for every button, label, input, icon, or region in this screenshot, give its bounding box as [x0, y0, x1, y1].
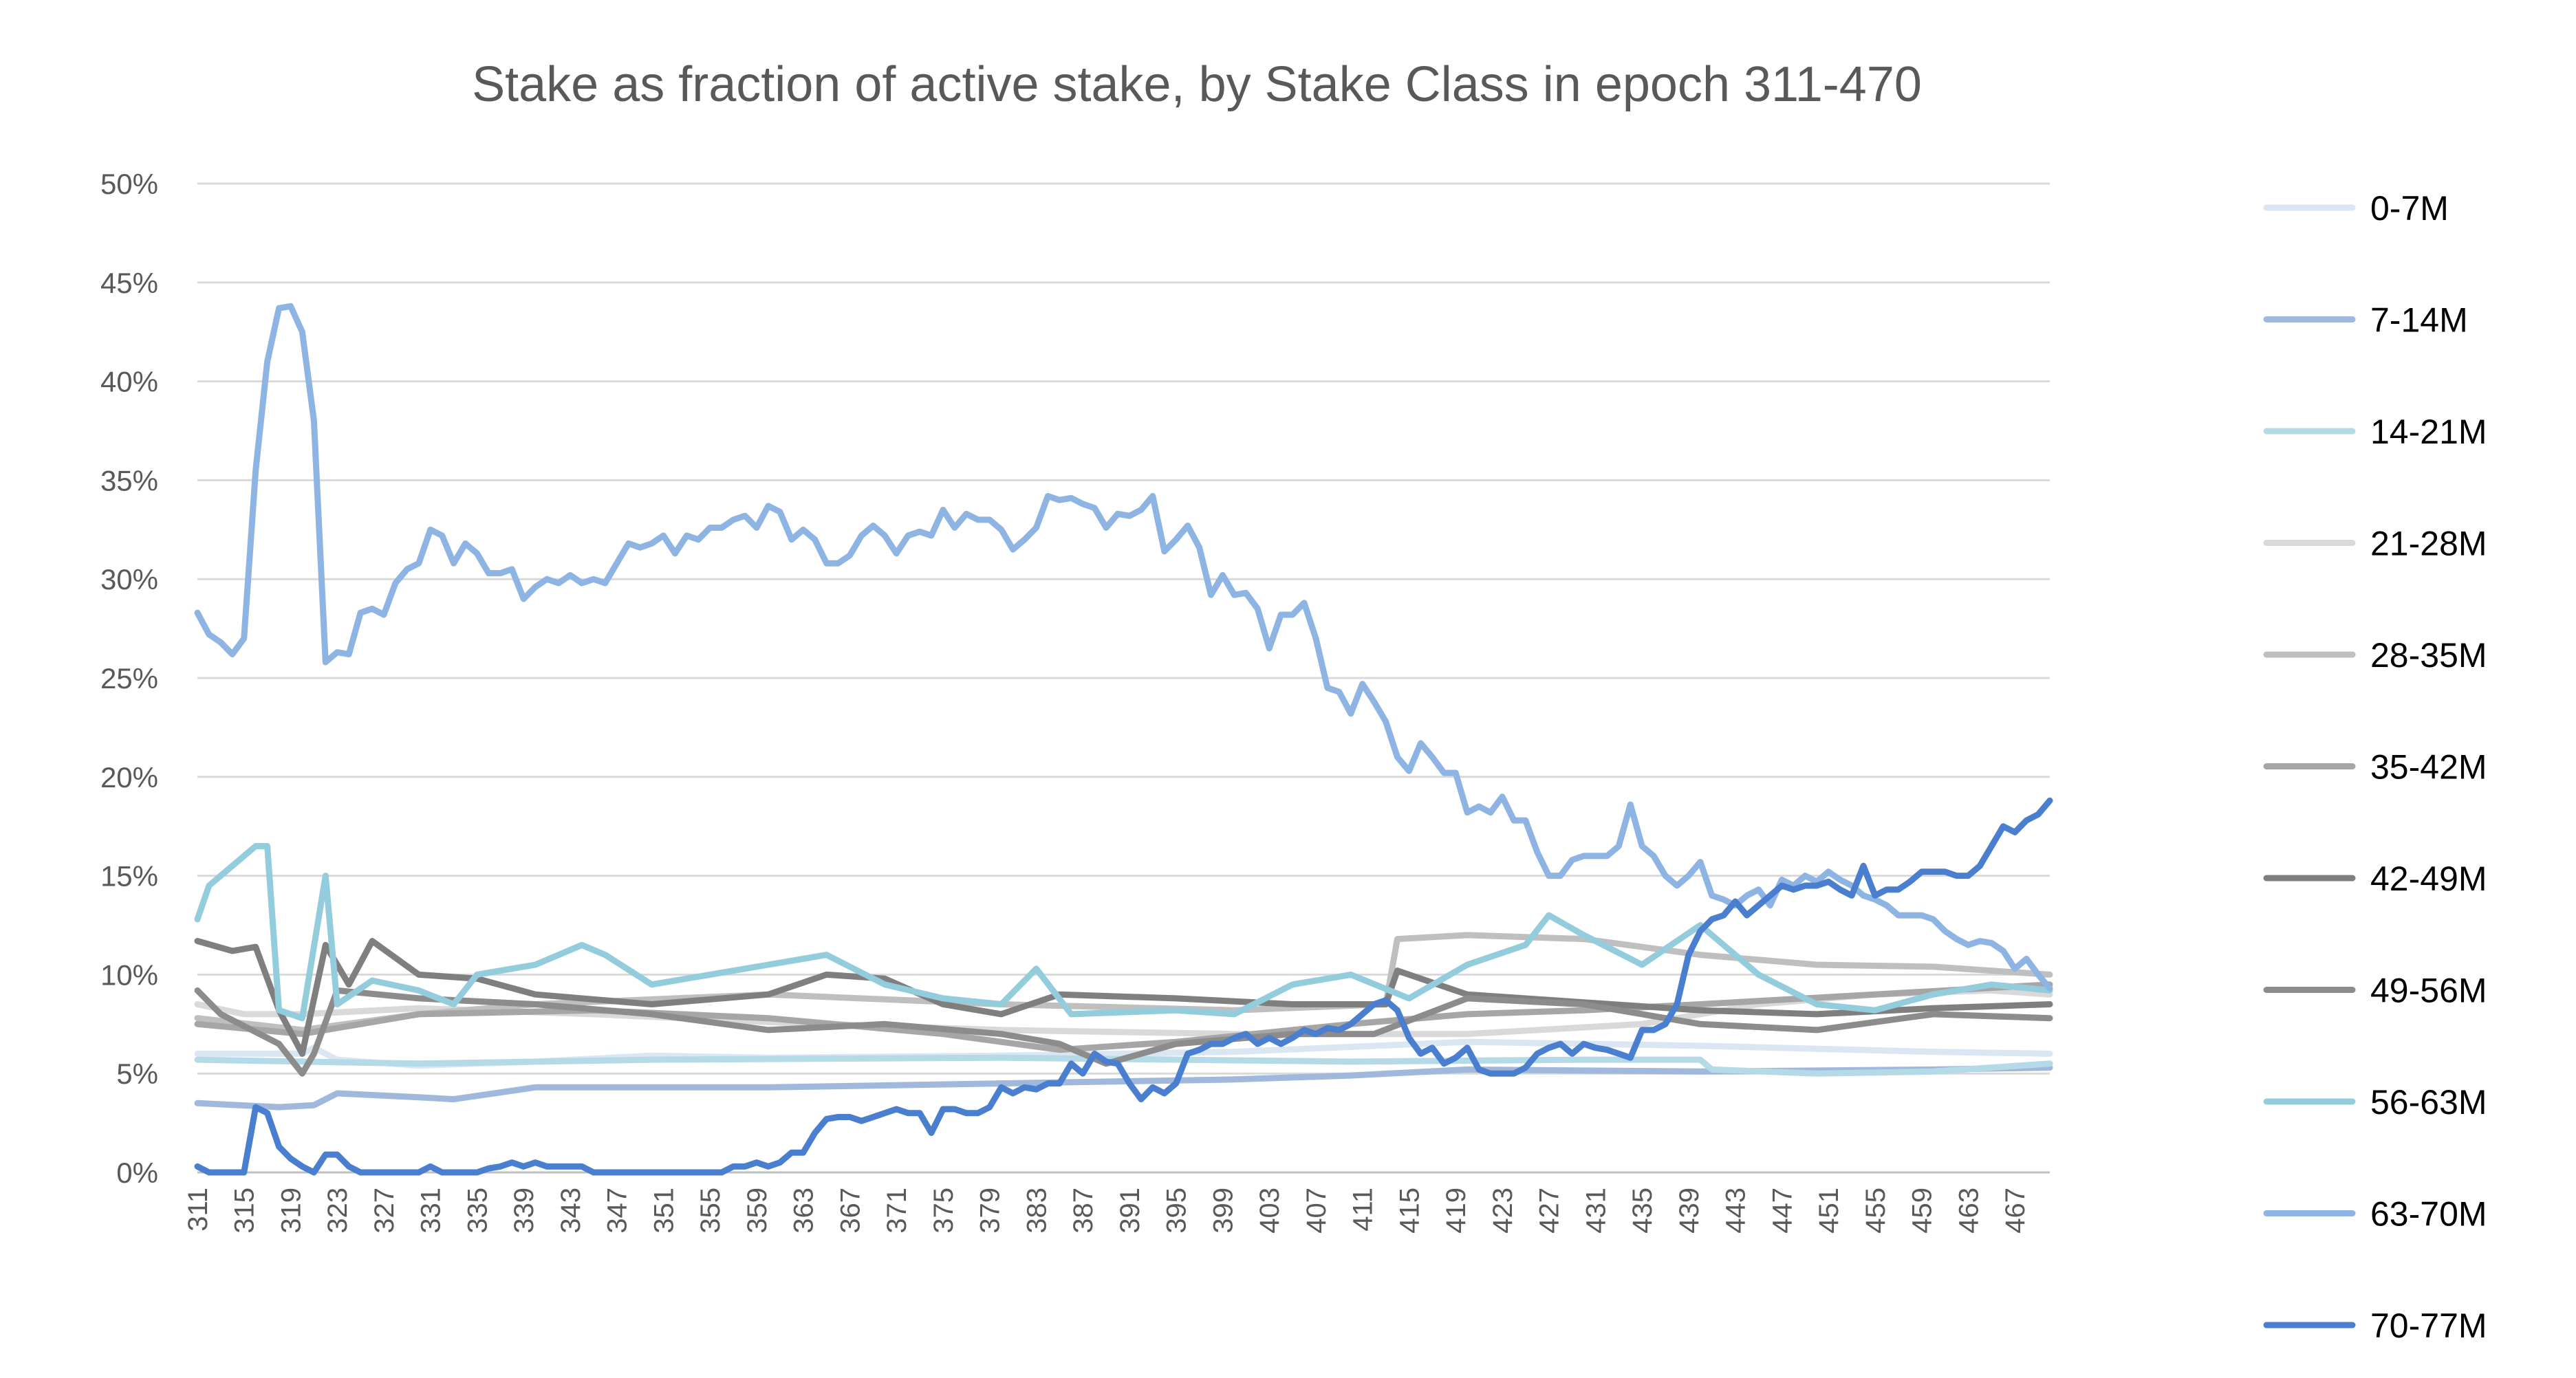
x-tick-label: 375 [929, 1188, 959, 1234]
series-line-7-14M [194, 1064, 2053, 1111]
x-tick-label: 467 [2000, 1188, 2031, 1234]
x-tick-label: 459 [1907, 1188, 1938, 1234]
x-tick-label: 427 [1535, 1188, 1565, 1234]
series-line-14-21M [194, 1054, 2053, 1077]
x-tick-label: 383 [1021, 1188, 1052, 1234]
x-tick-label: 431 [1581, 1188, 1611, 1234]
y-tick-label: 30% [100, 563, 158, 595]
y-tick-label: 35% [100, 464, 158, 496]
x-tick-label: 463 [1953, 1188, 1984, 1234]
series-line-49-56M [194, 987, 2053, 1077]
x-tick-label: 323 [323, 1188, 353, 1234]
y-tick-label: 0% [116, 1157, 158, 1189]
legend-label: 56-63M [2370, 1083, 2487, 1122]
series-line-63-70M [194, 303, 2053, 992]
legend-label: 35-42M [2370, 748, 2487, 787]
legend-label: 14-21M [2370, 413, 2487, 451]
chart-title: Stake as fraction of active stake, by St… [472, 57, 1922, 112]
series-line-56-63M [194, 843, 2053, 1022]
x-tick-label: 315 [230, 1188, 260, 1234]
x-tick-label: 395 [1162, 1188, 1192, 1234]
x-tick-label: 407 [1301, 1188, 1332, 1234]
gridlines [197, 182, 2050, 1174]
x-tick-label: 335 [462, 1188, 493, 1234]
legend-label: 42-49M [2370, 860, 2487, 898]
x-tick-label: 319 [276, 1188, 306, 1234]
x-tick-label: 379 [975, 1188, 1006, 1234]
y-tick-label: 5% [116, 1058, 158, 1090]
x-tick-label: 339 [509, 1188, 539, 1234]
x-tick-label: 387 [1068, 1188, 1098, 1234]
x-tick-label: 343 [556, 1188, 586, 1234]
x-tick-label: 391 [1115, 1188, 1145, 1234]
y-tick-label: 40% [100, 366, 158, 398]
x-tick-label: 411 [1348, 1188, 1378, 1232]
y-tick-label: 10% [100, 959, 158, 991]
x-tick-label: 455 [1861, 1188, 1891, 1234]
x-tick-label: 351 [649, 1188, 679, 1234]
legend-label: 49-56M [2370, 972, 2487, 1010]
legend-label: 63-70M [2370, 1195, 2487, 1234]
x-tick-label: 419 [1441, 1188, 1471, 1234]
legend-label: 70-77M [2370, 1306, 2487, 1345]
y-tick-label: 25% [100, 662, 158, 695]
legend-label: 21-28M [2370, 525, 2487, 563]
x-tick-label: 367 [835, 1188, 865, 1234]
series-lines [194, 303, 2053, 1176]
y-tick-label: 15% [100, 860, 158, 893]
y-tick-label: 45% [100, 267, 158, 299]
legend-label: 0-7M [2370, 189, 2449, 228]
x-tick-label: 451 [1814, 1188, 1844, 1234]
axes: 0% 5% 10% 15% 20% 25% 30% 35% 40% 45% 50% 311 315 319… [100, 168, 2031, 1234]
x-tick-label: 403 [1255, 1188, 1285, 1234]
x-tick-label: 399 [1208, 1188, 1238, 1234]
legend-label: 7-14M [2370, 301, 2468, 340]
x-tick-label: 443 [1721, 1188, 1751, 1234]
x-tick-label: 327 [369, 1188, 400, 1234]
x-tick-label: 311 [183, 1188, 213, 1232]
x-tick-label: 347 [603, 1188, 633, 1234]
y-tick-label: 20% [100, 761, 158, 794]
x-tick-label: 447 [1767, 1188, 1797, 1234]
x-tick-label: 415 [1394, 1188, 1425, 1234]
x-tick-label: 435 [1627, 1188, 1658, 1234]
legend: 0-7M 7-14M 14-21M 21-28M 28-35M 35-42M 42-49M 4… [2263, 189, 2487, 1345]
x-tick-label: 371 [882, 1188, 912, 1234]
x-tick-label: 363 [789, 1188, 819, 1234]
series-line-70-77M [194, 797, 2053, 1176]
legend-label: 28-35M [2370, 636, 2487, 675]
x-tick-label: 423 [1488, 1188, 1518, 1234]
x-tick-label: 331 [416, 1188, 446, 1234]
x-tick-label: 355 [695, 1188, 726, 1234]
x-tick-label: 439 [1674, 1188, 1704, 1234]
x-tick-label: 359 [742, 1188, 772, 1234]
y-tick-label: 50% [100, 168, 158, 200]
